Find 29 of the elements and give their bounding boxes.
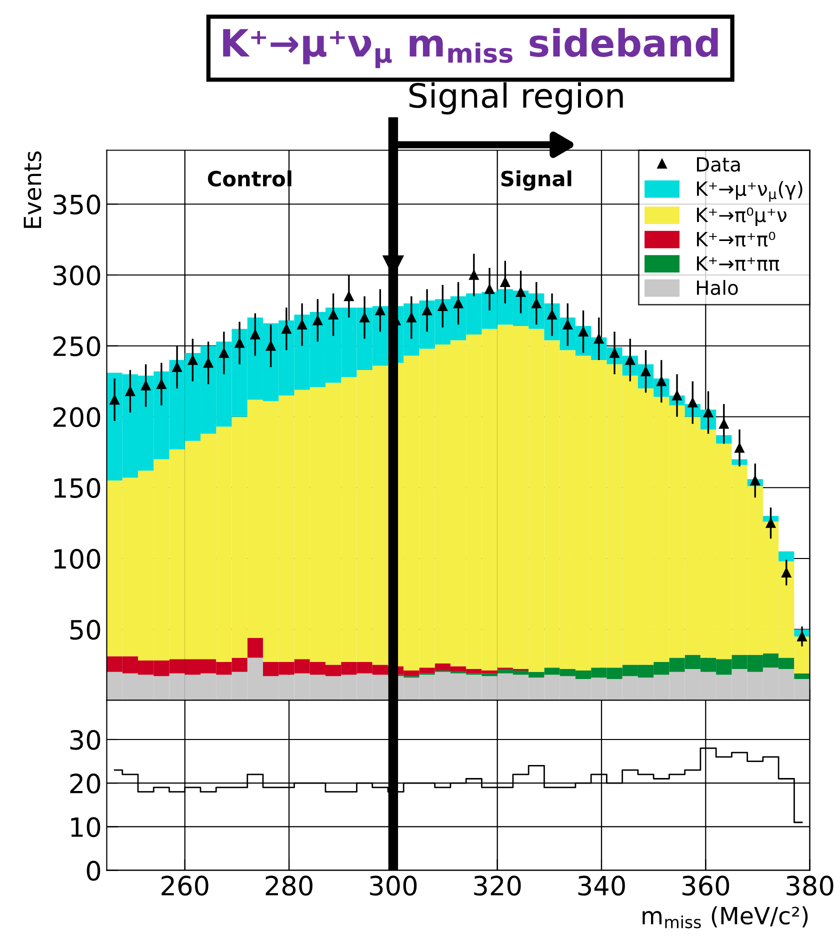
legend-label: K⁺→π⁺ππ bbox=[697, 256, 780, 271]
x-tick-label: 320 bbox=[474, 876, 521, 896]
y-tick-label: 100 bbox=[54, 548, 100, 569]
legend-label: K⁺→π⁰μ⁺ν bbox=[697, 208, 786, 226]
x-tick-label: 280 bbox=[266, 876, 312, 896]
annotation: Signal bbox=[501, 170, 572, 191]
x-tick-label: 340 bbox=[578, 876, 625, 896]
ref-line-label: Signal region bbox=[409, 82, 623, 115]
chart-title: K⁺→μ⁺ν$_{μ}$ m$_{miss}$ sideband bbox=[223, 28, 718, 68]
y-tick-label: 30 bbox=[70, 730, 100, 750]
y-tick-label: 200 bbox=[53, 407, 100, 428]
y-tick-label: 20 bbox=[70, 774, 100, 794]
legend-label: Halo bbox=[697, 280, 738, 296]
y-tick-label: 10 bbox=[71, 817, 100, 838]
x-axis-title: m$_{miss}$ (MeV/c²) bbox=[642, 906, 808, 928]
y-tick-label: 50 bbox=[70, 620, 100, 640]
y-tick-label: 300 bbox=[54, 265, 100, 286]
x-tick-label: 300 bbox=[370, 876, 417, 896]
y-tick-label: 0 bbox=[86, 860, 100, 881]
x-tick-label: 360 bbox=[682, 876, 730, 896]
y-tick-label: 250 bbox=[53, 336, 100, 356]
legend-label: Data bbox=[697, 157, 740, 172]
x-tick-label: 260 bbox=[162, 876, 208, 896]
legend-label: K⁺→μ⁺ν$_{μ}$(γ) bbox=[697, 180, 802, 202]
y-tick-label: 350 bbox=[54, 194, 100, 215]
legend-label: K⁺→π⁺π⁰ bbox=[697, 232, 776, 247]
y-tick-label: 150 bbox=[54, 478, 100, 498]
x-tick-label: 380 bbox=[786, 876, 834, 896]
y-axis-title: Events bbox=[24, 151, 42, 228]
